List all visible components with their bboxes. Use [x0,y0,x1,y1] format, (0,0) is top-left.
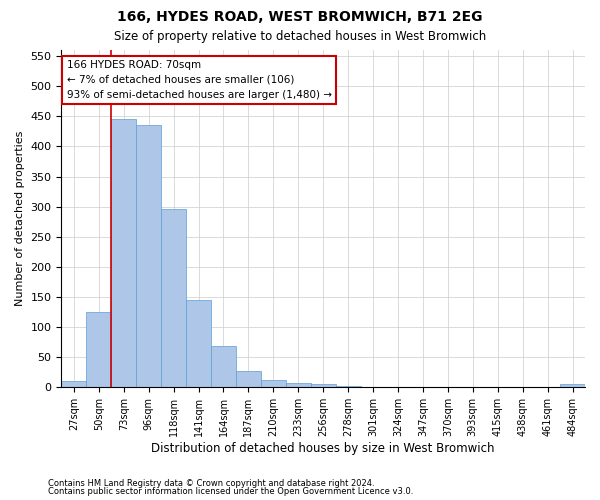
Bar [335,386,361,388]
Text: Contains HM Land Registry data © Crown copyright and database right 2024.: Contains HM Land Registry data © Crown c… [48,478,374,488]
Bar [211,346,236,388]
Bar [86,312,111,388]
Bar [560,384,585,388]
Text: 166 HYDES ROAD: 70sqm
← 7% of detached houses are smaller (106)
93% of semi-deta: 166 HYDES ROAD: 70sqm ← 7% of detached h… [67,60,332,100]
Bar [286,382,311,388]
Bar [485,386,510,388]
Bar [311,384,335,388]
Text: Size of property relative to detached houses in West Bromwich: Size of property relative to detached ho… [114,30,486,43]
Y-axis label: Number of detached properties: Number of detached properties [15,131,25,306]
Bar [161,209,186,388]
Bar [111,120,136,388]
Bar [186,300,211,388]
Bar [236,371,261,388]
Bar [436,386,460,388]
Bar [386,386,410,388]
Bar [61,382,86,388]
Text: 166, HYDES ROAD, WEST BROMWICH, B71 2EG: 166, HYDES ROAD, WEST BROMWICH, B71 2EG [117,10,483,24]
Bar [136,126,161,388]
Bar [261,380,286,388]
X-axis label: Distribution of detached houses by size in West Bromwich: Distribution of detached houses by size … [151,442,495,455]
Bar [361,386,386,388]
Bar [410,386,436,388]
Text: Contains public sector information licensed under the Open Government Licence v3: Contains public sector information licen… [48,487,413,496]
